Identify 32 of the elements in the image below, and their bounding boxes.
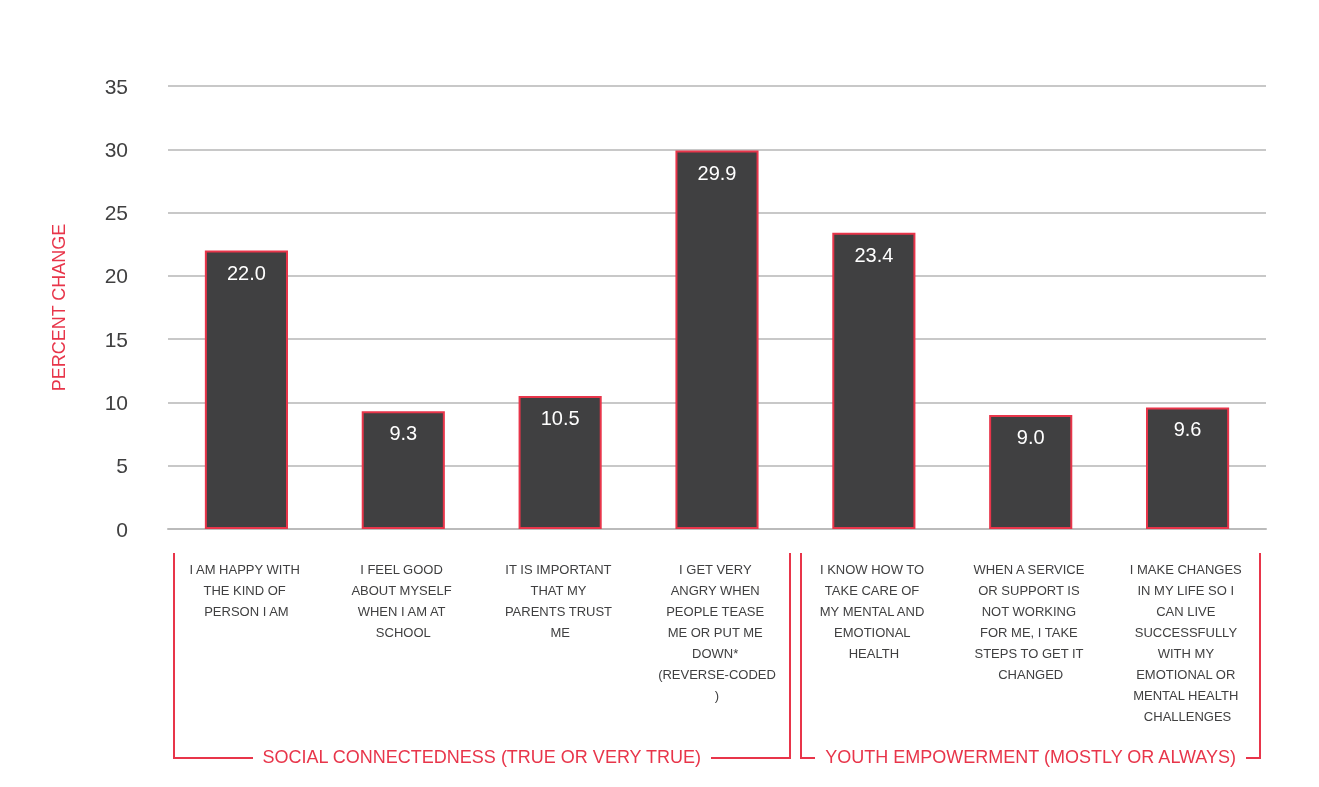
bar [675, 150, 759, 529]
x-tick-label: I GET VERY ANGRY WHEN PEOPLE TEASE ME OR PUT ME DOWN* (REVERSE-CODED) [658, 562, 776, 703]
bar [989, 415, 1073, 529]
bar [518, 396, 602, 529]
data-label: 9.0 [1016, 426, 1045, 449]
x-tick-label: I MAKE CHANGES IN MY LIFE SO I CAN LIVE SUCCESSFULLY WITH MY EMOTIONAL OR MENTAL HEALTH CHALLENGES [1129, 562, 1246, 724]
x-tick-label: I FEEL GOOD ABOUT MYSELF WHEN I AM AT SCHOOL [351, 562, 456, 640]
y-tick-label: 10 [104, 390, 128, 414]
x-tick-label: IT IS IMPORTANT THAT MY PARENTS TRUST ME [504, 562, 616, 640]
y-tick-label: 25 [104, 201, 128, 225]
y-tick-label: 30 [104, 137, 128, 161]
bar [1146, 407, 1230, 529]
y-tick-label: 0 [116, 517, 128, 541]
data-label: 29.9 [697, 161, 737, 184]
y-tick-label: 20 [104, 264, 128, 288]
y-tick-label: 15 [104, 327, 128, 351]
data-label: 23.4 [854, 243, 894, 266]
bar [361, 411, 445, 529]
text: SOCIAL CONNECTEDNESS (TRUE OR VERY TRUE) [252, 747, 711, 767]
data-label: 9.3 [389, 422, 418, 445]
text: YOUTH EMPOWERMENT (MOSTLY OR ALWAYS) [815, 747, 1247, 767]
y-tick-label: 5 [116, 454, 128, 478]
x-tick-label: WHEN A SERVICE OR SUPPORT IS NOT WORKING FOR ME, I TAKE STEPS TO GET IT CHANGED [973, 562, 1089, 682]
data-label: 22.0 [226, 261, 266, 284]
data-label: 9.6 [1173, 418, 1202, 441]
bar [204, 250, 288, 529]
y-axis-title: PERCENT CHANGE [49, 223, 69, 392]
data-label: 10.5 [540, 407, 580, 430]
x-tick-label: I AM HAPPY WITH THE KIND OF PERSON I AM [189, 562, 304, 619]
x-tick-label: I KNOW HOW TO TAKE CARE OF MY MENTAL AND EMOTIONAL HEALTH [819, 562, 928, 661]
bar [832, 232, 916, 529]
y-tick-label: 35 [104, 74, 128, 98]
